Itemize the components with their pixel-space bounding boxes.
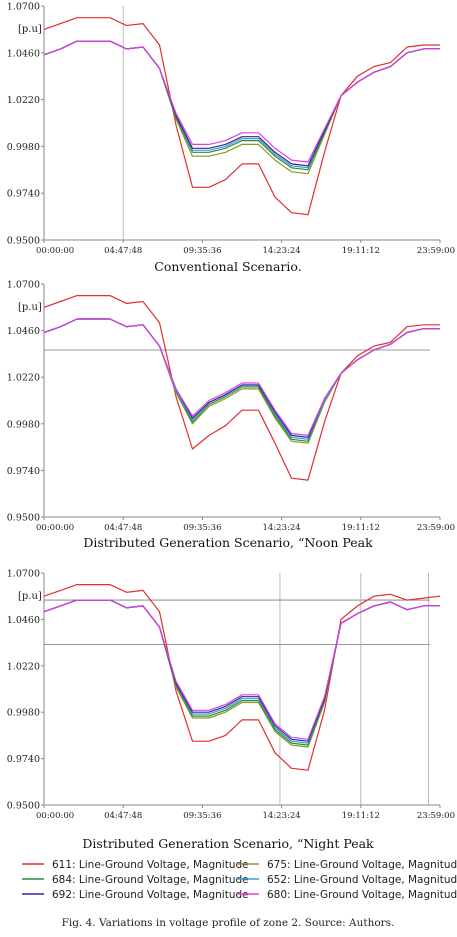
y-tick-label: 0.9740: [7, 466, 40, 477]
y-tick-label: 1.0700: [7, 2, 40, 13]
chart-panel-1: 1.0700 1.0460 1.0220 0.9980 0.9740 0.9500 [p.u…: [7, 2, 455, 275]
y-tick-label: 1.0460: [7, 615, 40, 626]
series-line-692: [43, 40, 440, 167]
y-tick-label: 1.0220: [7, 373, 40, 384]
series-line-684: [43, 599, 440, 746]
legend-label: 611: Line-Ground Voltage, Magnitude: [52, 859, 249, 871]
y-tick-label: 1.0700: [7, 280, 40, 291]
panel-title: Distributed Generation Scenario, “Noon P…: [83, 535, 373, 550]
y-tick-label: 0.9500: [7, 236, 40, 247]
chart-panel-3: 1.0700 1.0460 1.0220 0.9980 0.9740 0.9500 [p.u…: [7, 569, 455, 852]
series-line-675: [43, 599, 440, 748]
series-line-611: [43, 295, 440, 481]
x-tick-label: 00:00:00: [36, 811, 74, 821]
y-tick-label: 1.0460: [7, 326, 40, 337]
y-tick-label: 0.9980: [7, 142, 40, 153]
series-line-680: [43, 318, 440, 436]
x-tick-label: 09:35:36: [183, 246, 221, 256]
x-tick-label: 23:59:00: [417, 246, 455, 256]
legend-item-611: 611: Line-Ground Voltage, Magnitude: [22, 859, 249, 871]
series-line-675: [43, 318, 440, 444]
legend-label: 684: Line-Ground Voltage, Magnitude: [52, 874, 249, 886]
x-tick-label: 09:35:36: [183, 811, 221, 821]
series-line-675: [43, 40, 440, 175]
panel-title: Distributed Generation Scenario, “Night …: [82, 836, 374, 851]
x-tick-label: 23:59:00: [417, 811, 455, 821]
series-line-684: [43, 40, 440, 171]
series-line-680: [43, 599, 440, 740]
x-tick-label: 00:00:00: [36, 523, 74, 533]
series-line-652: [43, 318, 440, 440]
x-tick-label: 09:35:36: [183, 523, 221, 533]
series-line-652: [43, 599, 440, 744]
series-line-611: [43, 583, 441, 771]
legend-label: 680: Line-Ground Voltage, Magnitude: [267, 889, 457, 901]
series-line-680: [43, 40, 440, 163]
x-tick-label: 04:47:48: [104, 811, 142, 821]
chart-panel-2: 1.0700 1.0460 1.0220 0.9980 0.9740 0.9500 [p.u…: [7, 280, 455, 551]
y-unit-label: [p.u]: [18, 591, 42, 602]
legend-item-680: 680: Line-Ground Voltage, Magnitude: [237, 889, 457, 901]
legend-item-684: 684: Line-Ground Voltage, Magnitude: [22, 874, 249, 886]
x-tick-label: 14:23:24: [263, 523, 301, 533]
y-tick-label: 0.9740: [7, 189, 40, 200]
y-tick-label: 1.0220: [7, 661, 40, 672]
panel-title: Conventional Scenario.: [154, 259, 301, 274]
legend: 611: Line-Ground Voltage, Magnitude 675: …: [22, 859, 457, 901]
legend-label: 692: Line-Ground Voltage, Magnitude: [52, 889, 249, 901]
y-tick-label: 0.9500: [7, 513, 40, 524]
legend-item-675: 675: Line-Ground Voltage, Magnitude: [237, 859, 457, 871]
x-tick-label: 19:11:12: [342, 811, 380, 821]
y-tick-label: 1.0700: [7, 569, 40, 580]
legend-item-652: 652: Line-Ground Voltage, Magnitude: [237, 874, 457, 886]
legend-label: 652: Line-Ground Voltage, Magnitude: [267, 874, 457, 886]
y-tick-label: 0.9980: [7, 708, 40, 719]
series-line-652: [43, 40, 440, 169]
x-tick-label: 00:00:00: [36, 246, 74, 256]
y-tick-label: 1.0220: [7, 95, 40, 106]
y-tick-label: 0.9500: [7, 801, 40, 812]
series-line-692: [43, 318, 440, 438]
y-unit-label: [p.u]: [18, 24, 42, 35]
series-line-611: [43, 17, 440, 216]
x-tick-label: 04:47:48: [104, 246, 142, 256]
series-line-684: [43, 318, 440, 442]
legend-item-692: 692: Line-Ground Voltage, Magnitude: [22, 889, 249, 901]
x-tick-label: 04:47:48: [104, 523, 142, 533]
x-tick-label: 14:23:24: [263, 811, 301, 821]
y-unit-label: [p.u]: [18, 302, 42, 313]
y-tick-label: 0.9740: [7, 754, 40, 765]
chart-panels: 1.0700 1.0460 1.0220 0.9980 0.9740 0.9500 [p.u…: [7, 2, 455, 852]
legend-label: 675: Line-Ground Voltage, Magnitude: [267, 859, 457, 871]
x-tick-label: 19:11:12: [342, 246, 380, 256]
x-tick-label: 23:59:00: [417, 523, 455, 533]
x-tick-label: 19:11:12: [342, 523, 380, 533]
x-tick-label: 14:23:24: [263, 246, 301, 256]
y-tick-label: 1.0460: [7, 48, 40, 59]
figure-caption: Fig. 4. Variations in voltage profile of…: [62, 917, 395, 929]
y-tick-label: 0.9980: [7, 419, 40, 430]
